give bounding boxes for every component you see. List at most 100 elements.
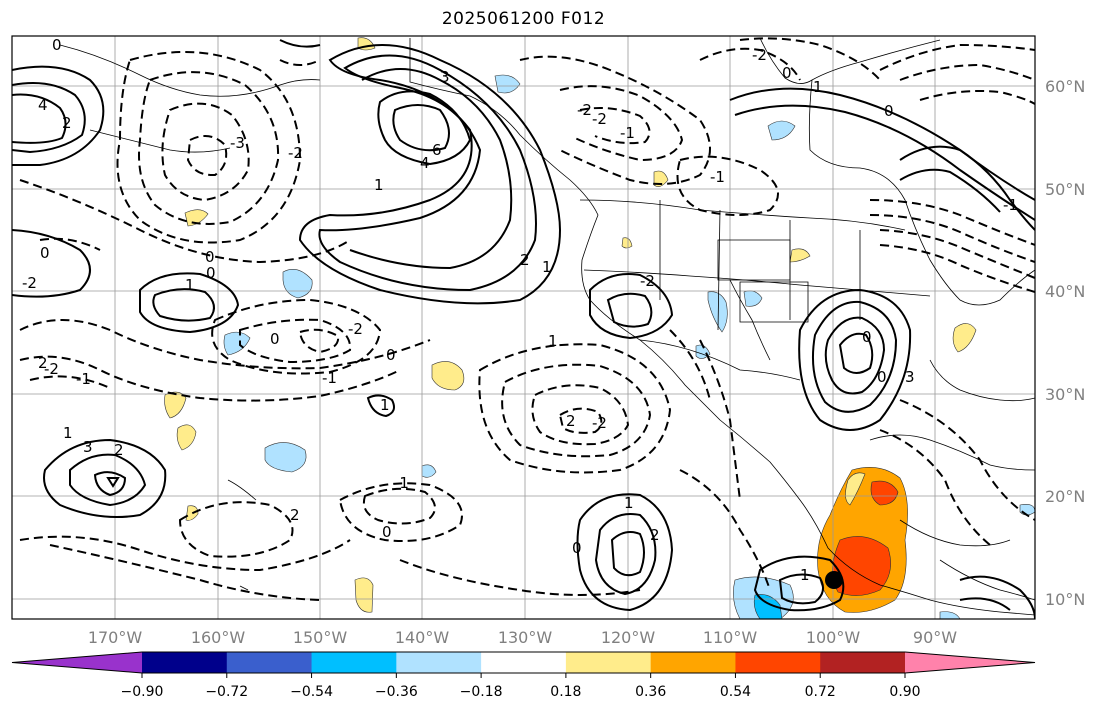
colorbar-ticks: −0.90 −0.72 −0.54 −0.36 −0.18 0.18 0.36 0.54 0.7… bbox=[121, 673, 921, 700]
lon-label-150w: 150°W bbox=[293, 628, 348, 647]
contour-label: 2 bbox=[114, 441, 124, 459]
lon-label-90w: 90°W bbox=[913, 628, 957, 647]
contour-label: 1 bbox=[542, 258, 552, 276]
shade-blue-10 bbox=[1019, 504, 1035, 516]
shade-blue-11 bbox=[939, 611, 961, 619]
contour-label: -2 bbox=[592, 110, 607, 128]
colorbar-swatch bbox=[311, 652, 397, 673]
contour-label: -2 bbox=[577, 101, 592, 119]
colorbar-swatch bbox=[226, 652, 313, 673]
lat-label-30n: 30°N bbox=[1045, 385, 1085, 404]
colorbar-swatch bbox=[142, 652, 228, 673]
dashed-contours bbox=[19, 37, 1035, 601]
colorbar-swatch bbox=[820, 652, 906, 673]
colorbar-tick-label: −0.18 bbox=[460, 684, 503, 700]
colorbar: −0.90 −0.72 −0.54 −0.36 −0.18 0.18 0.36 0.54 0.7… bbox=[11, 651, 1036, 700]
solid-contours bbox=[12, 39, 1035, 619]
lat-label-20n: 20°N bbox=[1045, 487, 1085, 506]
contour-label: 0 bbox=[782, 64, 792, 82]
lat-label-60n: 60°N bbox=[1045, 77, 1085, 96]
shade-yellow-1 bbox=[431, 361, 465, 391]
contour-label: 2 bbox=[520, 251, 530, 269]
contour-label: 0 bbox=[572, 539, 582, 557]
colorbar-tick-label: 0.18 bbox=[550, 684, 581, 700]
map-frame bbox=[11, 35, 1036, 620]
contour-label: 4 bbox=[38, 96, 48, 114]
map-layers bbox=[12, 36, 1035, 619]
lat-label-10n: 10°N bbox=[1045, 590, 1085, 609]
gridlines bbox=[12, 36, 1035, 619]
contour-label: -1 bbox=[322, 369, 337, 387]
shade-blue-6 bbox=[767, 120, 796, 141]
shade-yellow-3 bbox=[164, 391, 187, 419]
contour-label: 3 bbox=[905, 368, 915, 386]
contour-label: 3 bbox=[440, 68, 450, 86]
shade-yellow-5 bbox=[184, 209, 209, 227]
shaded-areas bbox=[164, 37, 1035, 619]
shade-blue-1 bbox=[264, 442, 307, 473]
coastlines bbox=[59, 37, 1035, 616]
colorbar-swatch bbox=[481, 652, 567, 673]
contour-label: 2 bbox=[290, 506, 300, 524]
contour-label: 1 bbox=[374, 176, 384, 194]
colorbar-swatch bbox=[565, 652, 652, 673]
contour-label: -2 bbox=[640, 272, 655, 290]
contour-label: 0 bbox=[877, 368, 887, 386]
lon-label-170w: 170°W bbox=[88, 628, 143, 647]
contour-label: -2 bbox=[348, 320, 363, 338]
colorbar-tick-label: −0.54 bbox=[290, 684, 333, 700]
contour-label: 0 bbox=[862, 328, 872, 346]
colorbar-tick-label: −0.72 bbox=[205, 684, 248, 700]
contour-label: 0 bbox=[382, 523, 392, 541]
longitude-labels: 170°W 160°W 150°W 140°W 130°W 120°W 110°… bbox=[88, 628, 957, 647]
contour-label: -1 bbox=[710, 168, 725, 186]
shade-yellow-9 bbox=[952, 323, 977, 353]
contour-label: 1 bbox=[185, 276, 195, 294]
contour-label: -1 bbox=[1003, 196, 1018, 214]
colorbar-tick-label: 0.90 bbox=[889, 684, 920, 700]
contour-label: 1 bbox=[380, 396, 390, 414]
contour-label: 1 bbox=[800, 566, 810, 584]
contour-label: 1 bbox=[813, 78, 823, 96]
contour-label: 0 bbox=[386, 346, 396, 364]
lon-label-130w: 130°W bbox=[498, 628, 553, 647]
contour-label: 0 bbox=[52, 36, 62, 54]
contour-label: 1 bbox=[624, 494, 634, 512]
lon-label-120w: 120°W bbox=[601, 628, 656, 647]
contour-label: 3 bbox=[83, 438, 93, 456]
contour-label: 1 bbox=[63, 424, 73, 442]
shade-blue-4 bbox=[421, 464, 437, 478]
colorbar-tick-label: 0.72 bbox=[805, 684, 836, 700]
lon-label-100w: 100°W bbox=[806, 628, 861, 647]
contour-label: 2 bbox=[62, 114, 72, 132]
contour-label: -1 bbox=[620, 124, 635, 142]
colorbar-tick-label: 0.36 bbox=[635, 684, 666, 700]
contour-label: 0 bbox=[270, 330, 280, 348]
colorbar-tick-label: −0.90 bbox=[121, 684, 164, 700]
lat-label-40n: 40°N bbox=[1045, 282, 1085, 301]
shade-yellow-4 bbox=[176, 424, 197, 451]
lon-label-140w: 140°W bbox=[395, 628, 450, 647]
colorbar-swatch bbox=[735, 652, 821, 673]
colorbar-swatch bbox=[396, 652, 482, 673]
latitude-labels: 60°N 50°N 40°N 30°N 20°N 10°N bbox=[1045, 77, 1085, 609]
contour-label: 4 bbox=[420, 154, 430, 172]
lon-label-110w: 110°W bbox=[703, 628, 758, 647]
shade-red-core bbox=[832, 536, 891, 596]
shade-yellow-2 bbox=[354, 577, 374, 613]
shade-cyan-south bbox=[753, 594, 783, 619]
contour-label: 1 bbox=[548, 332, 558, 350]
colorbar-tick-label: 0.54 bbox=[720, 684, 751, 700]
colorbar-extend-low bbox=[12, 652, 142, 673]
contour-label: 0 bbox=[40, 244, 50, 262]
lon-label-160w: 160°W bbox=[191, 628, 246, 647]
shade-yellow-8 bbox=[789, 248, 811, 263]
shade-yellow-11 bbox=[621, 237, 633, 249]
map-title: 2025061200 F012 bbox=[441, 9, 606, 29]
contour-label: -2 bbox=[288, 144, 303, 162]
shade-yellow-10 bbox=[185, 505, 199, 521]
storm-center-marker bbox=[825, 571, 843, 589]
contour-label: -2 bbox=[22, 274, 37, 292]
contour-label: -1 bbox=[76, 370, 91, 388]
contour-label: -2 bbox=[592, 414, 607, 432]
